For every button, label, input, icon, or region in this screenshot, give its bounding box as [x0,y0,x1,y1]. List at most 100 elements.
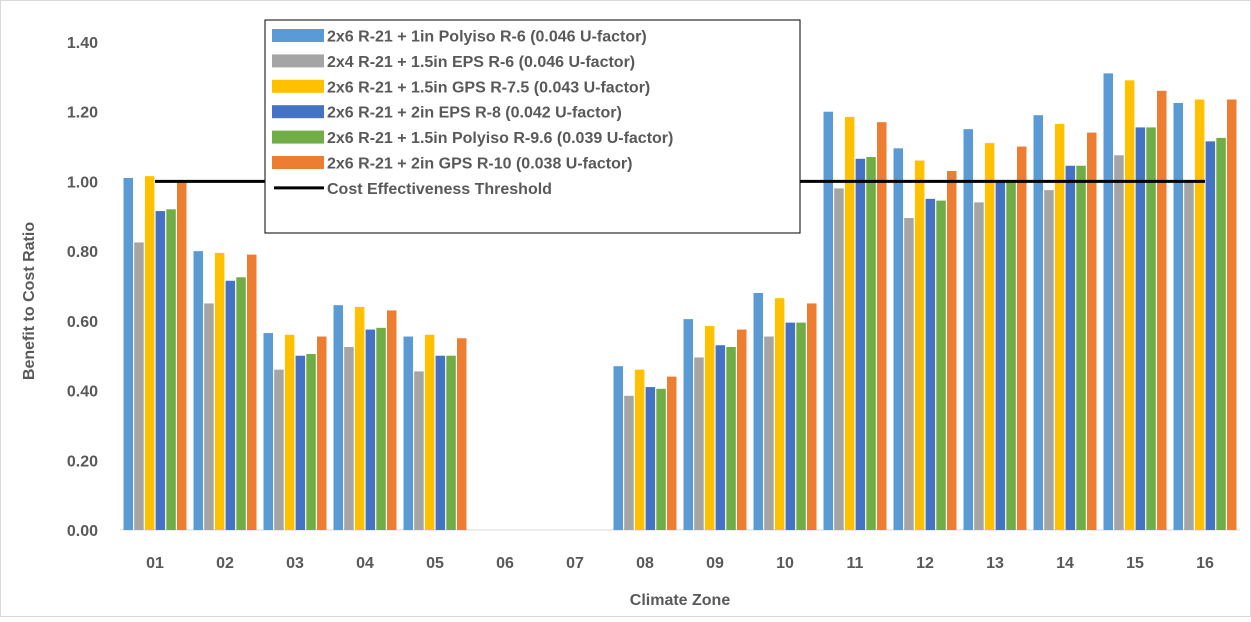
bar-04-series-1 [333,305,343,530]
bar-14-series-5 [1076,165,1086,531]
x-tick-label: 03 [286,555,304,572]
bar-11-series-6 [877,122,887,531]
x-tick-label: 15 [1126,555,1144,572]
bar-13-series-4 [995,181,1006,530]
y-tick-label: 0.40 [67,384,98,401]
x-tick-label: 05 [426,555,444,572]
bar-14-series-6 [1087,132,1097,530]
bar-10-series-5 [796,322,806,530]
bar-04-series-6 [387,310,397,530]
bar-02-series-3 [214,252,225,530]
bar-08-series-6 [667,376,677,530]
legend-label: 2x6 R-21 + 1in Polyiso R-6 (0.046 U-fact… [327,29,647,46]
x-tick-label: 11 [847,555,864,572]
bar-16-series-4 [1205,141,1216,530]
bar-12-series-3 [914,160,925,530]
bar-10-series-6 [807,303,817,530]
bar-11-series-3 [844,116,855,530]
bar-10-series-2 [764,336,774,530]
bar-10-series-1 [753,292,763,530]
bar-12-series-1 [893,148,903,530]
legend-swatch [272,156,324,169]
y-tick-label: 0.80 [67,244,98,261]
bar-11-series-1 [823,111,833,531]
bar-11-series-5 [866,157,876,530]
bar-05-series-5 [446,355,456,530]
bar-05-series-6 [457,338,467,530]
bar-03-series-5 [306,353,316,530]
bar-14-series-1 [1033,115,1043,530]
y-tick-label: 0.00 [67,523,98,540]
bar-13-series-2 [974,202,984,530]
y-tick-label: 0.60 [67,314,98,331]
bar-09-series-2 [694,357,704,530]
y-tick-label: 1.20 [67,105,98,122]
x-tick-label: 06 [496,555,514,572]
bar-09-series-1 [683,319,693,530]
bar-11-series-2 [834,188,844,530]
bar-13-series-3 [984,143,995,530]
bar-12-series-5 [936,200,946,530]
legend-label: 2x6 R-21 + 1.5in Polyiso R-9.6 (0.039 U-… [327,130,673,147]
bar-02-series-1 [193,251,203,530]
legend-swatch [272,54,324,68]
bar-09-series-4 [715,345,726,530]
y-ticks: 0.00 0.20 0.40 0.60 0.80 1.00 1.20 1.40 [67,35,98,540]
bar-14-series-4 [1065,165,1076,531]
bar-11-series-4 [855,158,866,530]
bar-03-series-2 [274,369,284,530]
bar-01-series-3 [144,176,155,530]
legend-label: 2x6 R-21 + 1.5in GPS R-7.5 (0.043 U-fact… [327,79,650,96]
bar-09-series-3 [704,326,715,530]
bar-04-series-5 [376,327,386,530]
bar-12-series-4 [925,198,936,531]
x-tick-label: 12 [916,555,934,572]
x-tick-label: 10 [776,555,794,572]
bar-02-series-2 [204,303,214,530]
x-tick-label: 09 [706,555,724,572]
bar-02-series-5 [236,277,246,530]
bar-01-series-6 [177,181,187,530]
bar-08-series-2 [624,395,634,530]
bar-10-series-4 [785,322,796,530]
x-tick-label: 16 [1196,555,1214,572]
legend-swatch [272,130,324,144]
bar-01-series-2 [134,242,144,530]
bar-03-series-4 [295,355,306,530]
bar-15-series-6 [1157,90,1167,531]
x-tick-label: 04 [356,555,374,572]
x-tick-label: 07 [566,555,584,572]
legend-swatch [272,79,324,93]
x-axis-label: Climate Zone [630,592,731,609]
bar-15-series-2 [1114,155,1124,531]
bar-16-series-3 [1194,99,1205,530]
bar-08-series-5 [656,388,666,530]
legend-label: Cost Effectiveness Threshold [327,181,552,198]
y-tick-label: 1.40 [67,35,98,52]
x-tick-label: 08 [636,555,654,572]
y-tick-label: 1.00 [67,174,98,191]
bar-13-series-6 [1017,146,1027,530]
x-tick-label: 13 [986,555,1004,572]
bar-16-series-2 [1184,181,1194,530]
x-tick-label: 02 [216,555,234,572]
bar-15-series-3 [1124,80,1135,530]
bar-16-series-6 [1227,99,1237,530]
bar-01-series-5 [166,209,176,530]
bar-15-series-1 [1103,73,1113,531]
bar-15-series-4 [1135,127,1146,531]
bar-13-series-5 [1006,181,1016,530]
bar-15-series-5 [1146,127,1156,531]
bar-12-series-2 [904,218,914,530]
bar-05-series-2 [414,371,424,530]
bar-14-series-2 [1044,190,1054,530]
bar-02-series-4 [225,280,236,530]
bar-01-series-1 [123,177,133,530]
bar-13-series-1 [963,129,973,530]
bar-16-series-1 [1173,103,1183,530]
bar-09-series-6 [737,329,747,530]
bar-04-series-4 [365,329,376,530]
bar-03-series-3 [284,334,295,530]
